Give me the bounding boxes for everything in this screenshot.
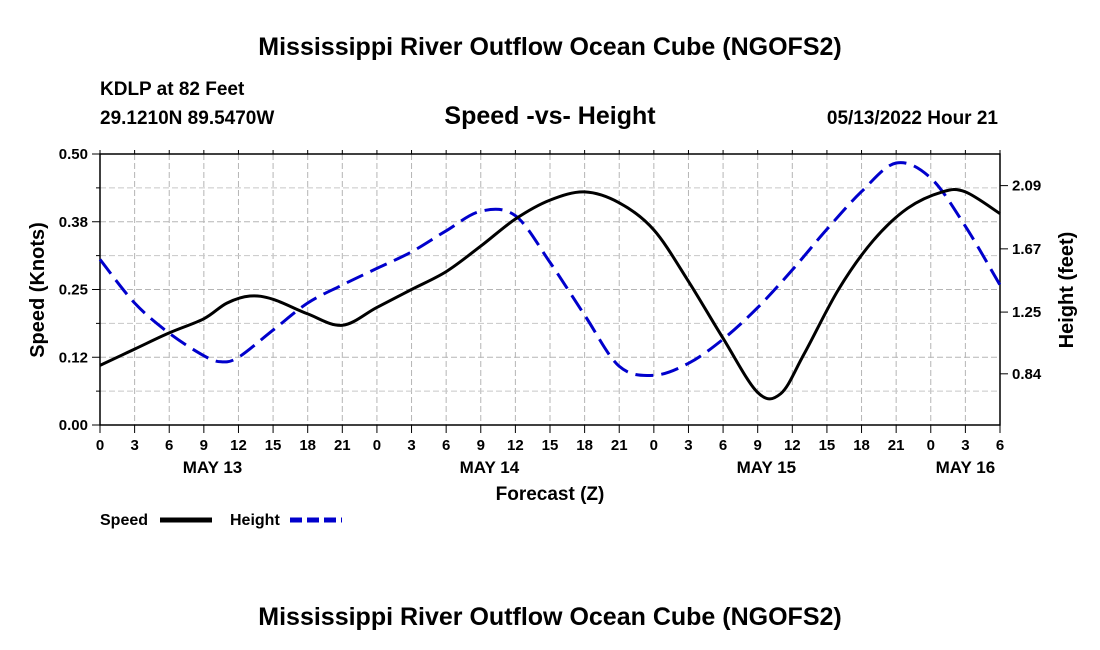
x-tick-label: 0	[927, 437, 935, 454]
day-label: MAY 13	[183, 458, 243, 477]
x-tick-label: 0	[373, 437, 381, 454]
x-tick-label: 15	[265, 437, 282, 454]
page-title: Mississippi River Outflow Ocean Cube (NG…	[258, 33, 841, 61]
x-tick-label: 21	[611, 437, 628, 454]
y-tick-label: 0.50	[59, 146, 88, 163]
y-tick-label: 0.38	[59, 214, 88, 231]
x-tick-label: 3	[684, 437, 692, 454]
y2-tick-label: 2.09	[1012, 178, 1041, 195]
x-tick-label: 6	[719, 437, 727, 454]
legend-height-label: Height	[230, 512, 280, 529]
y-tick-label: 0.12	[59, 349, 88, 366]
x-tick-label: 12	[784, 437, 801, 454]
day-label: MAY 15	[737, 458, 797, 477]
speed-series-line	[99, 188, 1001, 401]
x-tick-label: 18	[853, 437, 870, 454]
x-tick-label: 12	[507, 437, 524, 454]
x-tick-label: 15	[542, 437, 559, 454]
x-tick-label: 6	[442, 437, 450, 454]
day-label: MAY 14	[460, 458, 520, 477]
x-tick-label: 3	[407, 437, 415, 454]
day-label: MAY 16	[936, 458, 996, 477]
footer-title: Mississippi River Outflow Ocean Cube (NG…	[258, 603, 841, 631]
x-tick-label: 9	[477, 437, 485, 454]
x-tick-label: 0	[650, 437, 658, 454]
y2-tick-label: 1.25	[1012, 304, 1041, 321]
x-tick-label: 21	[888, 437, 905, 454]
legend: Speed Height	[100, 512, 342, 529]
chart-title: Speed -vs- Height	[444, 102, 656, 130]
x-tick-label: 18	[299, 437, 316, 454]
y-tick-label: 0.00	[59, 417, 88, 434]
station-label: KDLP at 82 Feet	[100, 79, 245, 100]
x-tick-label: 0	[96, 437, 104, 454]
grid-lines	[100, 154, 1000, 425]
x-tick-label: 9	[200, 437, 208, 454]
axis-ticks	[92, 150, 1008, 433]
height-series-line	[98, 161, 1002, 378]
y2-tick-label: 1.67	[1012, 241, 1041, 258]
legend-speed-label: Speed	[100, 512, 148, 529]
y-tick-label: 0.25	[59, 282, 88, 299]
location-label: 29.1210N 89.5470W	[100, 108, 274, 129]
x-tick-label: 15	[819, 437, 836, 454]
x-tick-label: 3	[130, 437, 138, 454]
x-axis-title: Forecast (Z)	[496, 484, 605, 505]
x-tick-label: 9	[754, 437, 762, 454]
y-axis-title: Speed (Knots)	[27, 222, 49, 358]
x-tick-label: 18	[576, 437, 593, 454]
x-tick-label: 3	[961, 437, 969, 454]
y2-tick-label: 0.84	[1012, 366, 1042, 383]
axis-labels: 0 3 6 9 12 15 18 21 0 3 6 9 12 15 18 21 0 3 6 9 12 15 18 21 0 3 6M…	[59, 146, 1042, 477]
x-tick-label: 21	[334, 437, 351, 454]
timestamp-label: 05/13/2022 Hour 21	[827, 108, 999, 129]
y2-axis-title: Height (feet)	[1056, 232, 1078, 349]
x-tick-label: 6	[165, 437, 173, 454]
x-tick-label: 12	[230, 437, 247, 454]
series-group	[98, 161, 1002, 401]
x-tick-label: 6	[996, 437, 1004, 454]
